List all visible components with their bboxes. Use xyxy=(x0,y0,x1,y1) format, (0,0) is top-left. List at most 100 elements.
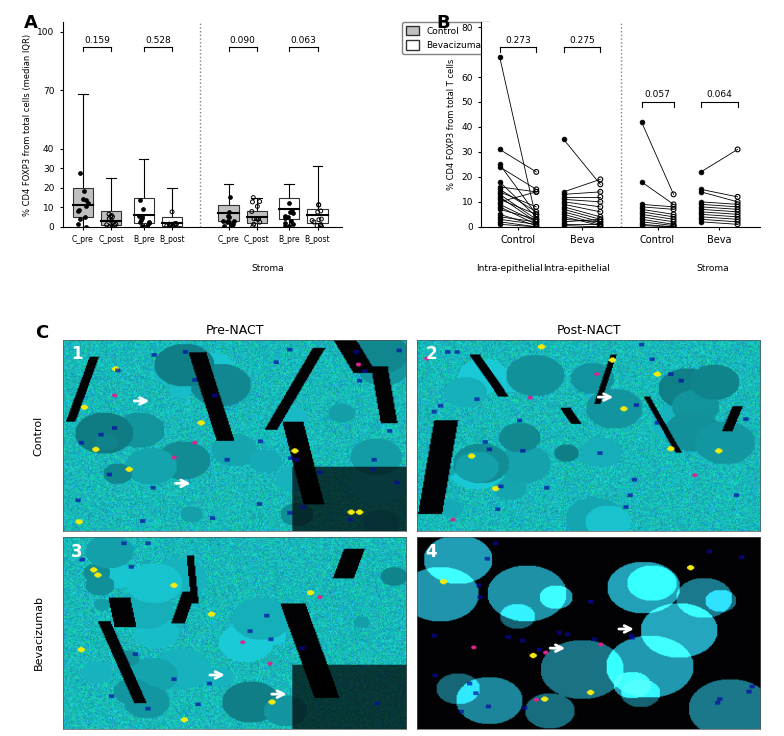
Point xyxy=(306,215,318,227)
Bar xyxy=(73,188,93,217)
Point xyxy=(731,216,744,227)
Point xyxy=(247,221,260,233)
Point xyxy=(143,216,155,228)
Bar xyxy=(219,205,238,221)
Point xyxy=(250,213,263,224)
Point xyxy=(594,179,607,191)
Point xyxy=(695,203,707,215)
Point xyxy=(71,205,84,217)
Point xyxy=(108,219,121,231)
Point xyxy=(530,219,543,230)
Point xyxy=(493,144,506,155)
Point xyxy=(286,218,299,230)
Point xyxy=(105,215,118,227)
Point xyxy=(594,213,607,225)
Point xyxy=(635,116,648,128)
Point xyxy=(493,176,506,188)
Text: 0.090: 0.090 xyxy=(230,35,256,44)
Point xyxy=(136,212,149,224)
Point xyxy=(635,201,648,213)
Point xyxy=(163,219,176,230)
Point xyxy=(169,218,181,230)
Point xyxy=(557,201,570,213)
Point xyxy=(314,205,327,217)
Point xyxy=(248,213,260,224)
Point xyxy=(245,205,258,217)
Point xyxy=(695,206,707,218)
Point xyxy=(557,219,570,231)
Bar xyxy=(101,211,122,225)
Point xyxy=(141,221,154,233)
Point xyxy=(493,161,506,173)
Point xyxy=(77,194,89,205)
Y-axis label: % CD4 FOXP3 from total T cells: % CD4 FOXP3 from total T cells xyxy=(447,59,456,190)
Point xyxy=(594,213,607,225)
Point xyxy=(635,199,648,210)
Text: Control: Control xyxy=(34,415,44,456)
Point xyxy=(530,213,543,225)
Point xyxy=(731,211,744,223)
Point xyxy=(285,205,298,217)
Point xyxy=(594,206,607,218)
Point xyxy=(530,213,543,225)
Point xyxy=(667,199,680,210)
Point xyxy=(594,186,607,198)
Point xyxy=(530,219,543,231)
Point xyxy=(287,207,299,219)
Point xyxy=(283,197,296,209)
Point xyxy=(695,201,707,213)
Point xyxy=(253,196,266,208)
Point xyxy=(667,211,680,223)
Text: 4: 4 xyxy=(426,542,437,561)
Bar xyxy=(279,197,299,219)
Point xyxy=(310,220,323,232)
Point xyxy=(170,218,183,230)
Point xyxy=(314,219,327,230)
Point xyxy=(282,211,295,223)
Text: 0.063: 0.063 xyxy=(290,35,316,44)
Point xyxy=(530,211,543,223)
Point xyxy=(731,203,744,215)
Point xyxy=(493,213,506,225)
Point xyxy=(227,215,240,227)
Point xyxy=(222,210,234,222)
Point xyxy=(493,186,506,198)
Point xyxy=(594,221,607,233)
Point xyxy=(282,220,295,232)
Point xyxy=(731,213,744,225)
Title: Pre-NACT: Pre-NACT xyxy=(205,324,264,337)
Point xyxy=(493,181,506,193)
Point xyxy=(135,214,147,226)
Point xyxy=(530,213,543,225)
Point xyxy=(252,213,265,224)
Point xyxy=(217,220,230,232)
Point xyxy=(557,133,570,145)
Text: B: B xyxy=(437,14,450,32)
Point xyxy=(136,210,148,222)
Bar xyxy=(162,217,182,226)
Point xyxy=(493,158,506,170)
Point xyxy=(136,220,149,232)
Point xyxy=(103,208,115,220)
Point xyxy=(247,191,260,203)
Point xyxy=(133,216,146,227)
Point xyxy=(307,216,320,228)
Text: Bevacizumab: Bevacizumab xyxy=(34,595,44,670)
Point xyxy=(165,206,178,218)
Point xyxy=(594,211,607,223)
Text: 0.528: 0.528 xyxy=(145,35,171,44)
Point xyxy=(104,220,117,232)
Point xyxy=(80,221,93,233)
Point xyxy=(635,213,648,225)
Point xyxy=(107,216,119,228)
Point xyxy=(220,216,233,228)
Point xyxy=(133,194,146,205)
Point xyxy=(279,210,292,222)
Point xyxy=(252,213,264,225)
Point xyxy=(557,219,570,230)
Point xyxy=(530,166,543,178)
Point xyxy=(695,196,707,208)
Point xyxy=(557,206,570,218)
Point xyxy=(557,203,570,215)
Point xyxy=(530,186,543,198)
